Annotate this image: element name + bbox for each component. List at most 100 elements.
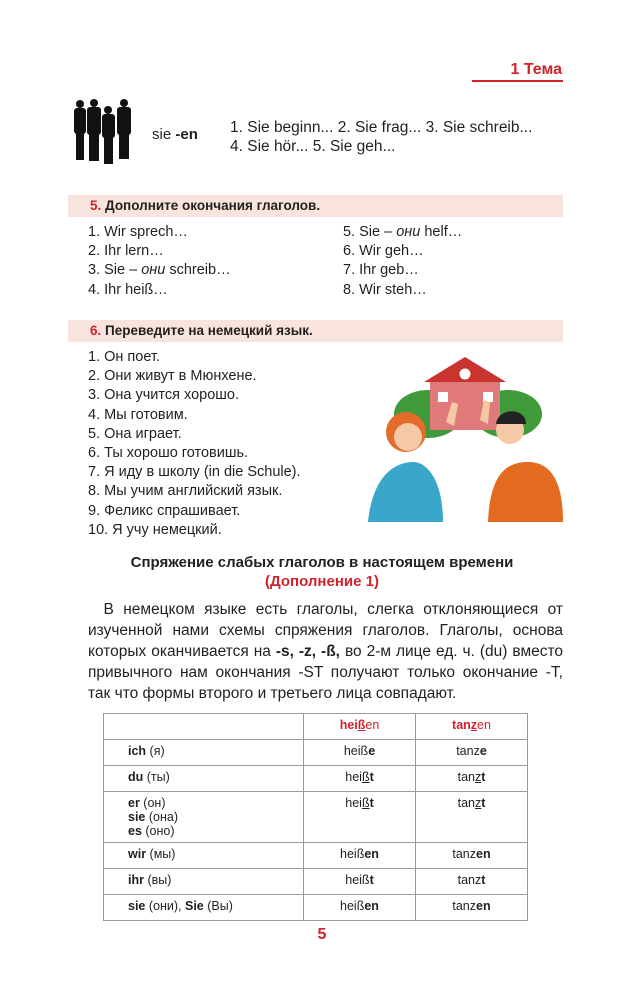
pronoun-de: es bbox=[128, 824, 142, 838]
students-school-illustration bbox=[368, 357, 563, 522]
exercise-number: 6. bbox=[90, 323, 102, 338]
intro-sentences: 1. Sie beginn... 2. Sie frag... 3. Sie s… bbox=[230, 118, 532, 156]
exercise-number: 5. bbox=[90, 198, 102, 213]
verb-stem: tan bbox=[457, 770, 475, 784]
section-title: Спряжение слабых глаголов в настоящем вр… bbox=[0, 553, 644, 591]
table-row: ihr (вы) heiß t tanzt bbox=[103, 868, 528, 895]
verb-ending: e bbox=[368, 744, 376, 758]
verb-form-cell: tanzt bbox=[415, 868, 528, 895]
verb-stem: hei bbox=[339, 718, 358, 732]
verb-ending: t bbox=[481, 796, 486, 810]
table-row: wir (мы) heißen tanzen bbox=[103, 842, 528, 869]
verb-ending: en bbox=[364, 899, 379, 913]
table-row: du (ты) heißt tanzt bbox=[103, 765, 528, 792]
verb-form-cell: tanze bbox=[415, 739, 528, 766]
pronoun-ru: (Вы) bbox=[203, 899, 233, 913]
list-item: 8. Мы учим английский язык. bbox=[88, 483, 283, 500]
ending: -en bbox=[175, 126, 198, 143]
pronoun-ru: (я) bbox=[146, 744, 165, 758]
stem-final-letter: ß bbox=[361, 796, 370, 810]
section-paragraph: В немецком языке есть глаголы, слегка от… bbox=[88, 601, 564, 702]
intro-line: 1. Sie beginn... 2. Sie frag... 3. Sie s… bbox=[230, 119, 533, 136]
exercise-5-col1: 1. Wir sprech… 2. Ihr lern… 3. Sie – они… bbox=[88, 223, 231, 300]
verb-stem: tan bbox=[457, 796, 475, 810]
verb-ending: t bbox=[369, 796, 374, 810]
verb-form-cell: heißen bbox=[303, 842, 416, 869]
verb-form-cell: tanzt bbox=[415, 791, 528, 843]
verb-ending: e bbox=[479, 744, 487, 758]
header-empty-cell bbox=[103, 713, 304, 740]
pronoun: wir (мы) bbox=[128, 847, 297, 861]
list-item: 10. Я учу немецкий. bbox=[88, 521, 222, 538]
pronoun-de: wir bbox=[128, 847, 147, 861]
exercise-5-col2: 5. Sie – они helf… 6. Wir geh… 7. Ihr ge… bbox=[343, 223, 462, 300]
pronoun-de: ihr bbox=[128, 873, 144, 887]
pronoun: du (ты) bbox=[128, 770, 297, 784]
pronoun-de: sie bbox=[128, 899, 146, 913]
exercise-5-header: 5. Дополните окончания глаголов. bbox=[68, 195, 563, 217]
list-item: 5. Она играет. bbox=[88, 425, 182, 442]
list-item: 5. Sie – они helf… bbox=[343, 224, 463, 240]
list-item: 1. Wir sprech… bbox=[88, 224, 188, 240]
pronoun-cell: er (он) sie (она) es (оно) bbox=[103, 791, 304, 843]
table-row: ich (я) heiße tanze bbox=[103, 739, 528, 766]
pronoun-de: er bbox=[128, 796, 140, 810]
pronoun-de: Sie bbox=[184, 899, 204, 913]
list-item: 7. Ihr geb… bbox=[343, 262, 419, 279]
verb-header: heißen bbox=[303, 713, 416, 740]
pronoun-de: ich bbox=[128, 744, 147, 758]
pronoun: ich (я) bbox=[128, 744, 297, 758]
verb-stem: tanz bbox=[452, 899, 477, 913]
pronoun-ru: (ты) bbox=[143, 770, 170, 784]
verb-ending: t bbox=[481, 873, 486, 887]
verb-ending: en bbox=[476, 847, 491, 861]
pronoun: sie bbox=[152, 126, 172, 143]
stem-final-letter: z bbox=[474, 770, 482, 784]
list-item: 2. Они живут в Мюнхене. bbox=[88, 368, 257, 385]
list-item: 3. Она учится хорошо. bbox=[88, 387, 240, 404]
verb-ending: t bbox=[369, 770, 374, 784]
verb-form-cell: tanzen bbox=[415, 842, 528, 869]
verb-form-cell: heißt bbox=[303, 791, 416, 843]
stem-final-letter: z bbox=[470, 718, 478, 732]
stem-final-letter: z bbox=[474, 796, 482, 810]
page-number: 5 bbox=[317, 926, 327, 943]
pronoun-ru: (оно) bbox=[141, 824, 175, 838]
list-item: 9. Феликс спрашивает. bbox=[88, 502, 241, 519]
list-item: 4. Ihr heiß… bbox=[88, 281, 168, 298]
list-item: 1. Он поет. bbox=[88, 349, 160, 365]
pronoun-ending: sie -en bbox=[152, 126, 198, 143]
verb-stem: heiß bbox=[340, 899, 365, 913]
pronoun-cell: wir (мы) bbox=[103, 842, 304, 869]
verb-form-cell: heiße bbox=[303, 739, 416, 766]
verb-ending: en bbox=[364, 847, 379, 861]
verb-ending: en bbox=[365, 718, 380, 732]
pronoun-ru: (вы) bbox=[143, 873, 172, 887]
list-item: 8. Wir steh… bbox=[343, 281, 427, 298]
list-item: 4. Мы готовим. bbox=[88, 406, 188, 423]
topic-heading: 1 Тема bbox=[510, 61, 562, 78]
table-row: sie (они), Sie (Вы) heißen tanzen bbox=[103, 894, 528, 921]
verb-stem: tan bbox=[452, 718, 471, 732]
pronoun-ru: (мы) bbox=[146, 847, 176, 861]
topic-underline bbox=[472, 80, 563, 82]
verb-stem: heiß bbox=[345, 873, 370, 887]
exercise-6-header: 6. Переведите на немецкий язык. bbox=[68, 320, 563, 342]
list-item: 6. Wir geh… bbox=[343, 243, 424, 260]
pronoun-cell: sie (они), Sie (Вы) bbox=[103, 894, 304, 921]
verb-ending: t bbox=[481, 770, 486, 784]
verb-form-cell: heißen bbox=[303, 894, 416, 921]
exercise-title: Переведите на немецкий язык. bbox=[105, 323, 313, 338]
stem-final-letter: ß bbox=[361, 770, 370, 784]
section-heading: Спряжение слабых глаголов в настоящем вр… bbox=[130, 554, 514, 571]
intro-line: 4. Sie hör... 5. Sie geh... bbox=[230, 138, 396, 155]
pronoun: sie (они), bbox=[128, 899, 185, 913]
pronoun: ihr (вы) bbox=[128, 873, 297, 887]
verb-form-cell: tanzen bbox=[415, 894, 528, 921]
pronoun-ru: (они), bbox=[145, 899, 185, 913]
pronoun: sie (она) bbox=[128, 810, 297, 824]
list-item: 6. Ты хорошо готовишь. bbox=[88, 445, 249, 462]
verb-stem: hei bbox=[345, 770, 362, 784]
verb-ending: en bbox=[476, 899, 491, 913]
people-silhouette-icon bbox=[74, 99, 131, 164]
